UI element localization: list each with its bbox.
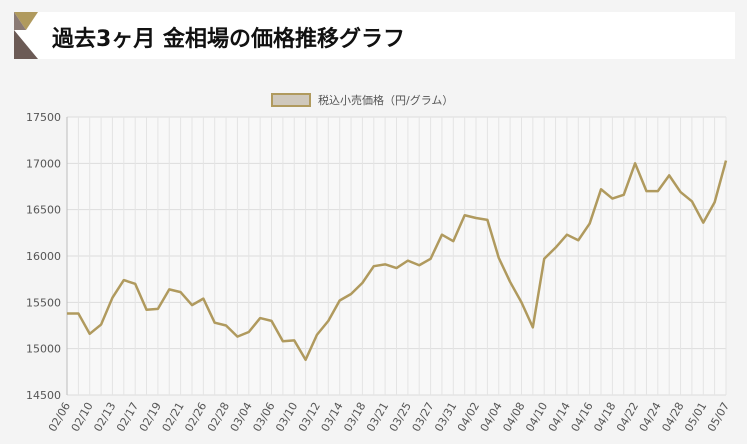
header: 過去3ヶ月 金相場の価格推移グラフ — [14, 12, 735, 59]
y-tick-label: 14500 — [26, 389, 61, 402]
x-tick-label: 03/25 — [387, 400, 414, 434]
header-icon — [14, 12, 38, 59]
x-tick-label: 04/18 — [591, 400, 618, 434]
x-tick-label: 02/21 — [160, 400, 187, 434]
x-tick-label: 02/13 — [91, 400, 118, 434]
x-tick-label: 03/06 — [250, 400, 277, 434]
y-tick-label: 17000 — [26, 157, 61, 170]
x-tick-label: 04/10 — [523, 400, 550, 434]
x-tick-label: 02/28 — [205, 400, 232, 434]
x-tick-label: 03/31 — [432, 400, 459, 434]
x-tick-label: 02/26 — [182, 400, 209, 434]
x-tick-label: 03/10 — [273, 400, 300, 434]
legend-swatch — [271, 93, 311, 107]
x-tick-label: 03/14 — [319, 400, 346, 434]
x-tick-label: 05/07 — [705, 400, 732, 434]
x-tick-label: 05/01 — [682, 400, 709, 434]
x-tick-label: 02/06 — [46, 400, 73, 434]
x-tick-label: 04/22 — [614, 400, 641, 434]
x-tick-label: 04/28 — [660, 400, 687, 434]
x-tick-label: 04/24 — [637, 400, 664, 434]
legend-label: 税込小売価格（円/グラム） — [318, 93, 453, 107]
x-tick-label: 04/08 — [500, 400, 527, 434]
x-tick-label: 03/27 — [410, 400, 437, 434]
x-tick-label: 02/17 — [114, 400, 141, 434]
y-tick-label: 17500 — [26, 111, 61, 124]
x-tick-label: 03/18 — [341, 400, 368, 434]
data-line — [67, 160, 728, 362]
x-tick-label: 04/04 — [478, 400, 505, 434]
x-tick-label: 04/02 — [455, 400, 482, 434]
x-tick-label: 02/10 — [69, 400, 96, 434]
x-tick-label: 04/16 — [569, 400, 596, 434]
y-tick-label: 15500 — [26, 296, 61, 309]
y-tick-label: 16500 — [26, 204, 61, 217]
page-title: 過去3ヶ月 金相場の価格推移グラフ — [52, 27, 405, 52]
y-tick-label: 15000 — [26, 343, 61, 356]
x-tick-label: 03/12 — [296, 400, 323, 434]
y-tick-label: 16000 — [26, 250, 61, 263]
x-tick-label: 03/21 — [364, 400, 391, 434]
x-tick-label: 04/14 — [546, 400, 573, 434]
x-tick-label: 03/04 — [228, 400, 255, 434]
x-tick-label: 02/19 — [137, 400, 164, 434]
